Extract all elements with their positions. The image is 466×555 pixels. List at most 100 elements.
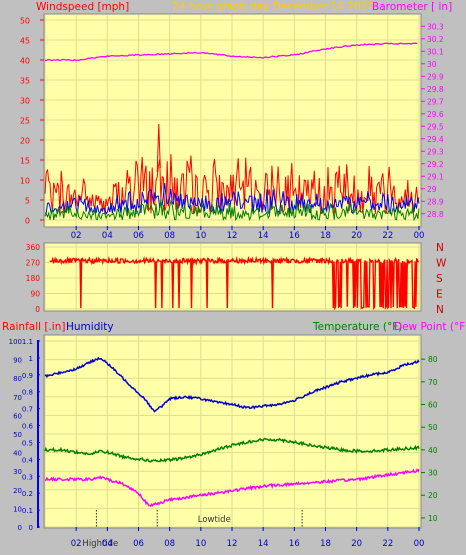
windspeed-tick-label: 0 [25,217,30,226]
direction-tick-label: 0 [35,305,40,314]
time-tick-label: 00 [414,231,425,241]
graph-subtitle: 24 hour graph day December 14 2022 [172,1,374,13]
rain-tick-label: 1 [29,355,33,363]
wind-series [44,42,420,222]
time-tick-label: 02 [71,231,82,241]
rain-tick-label: 0.3 [22,473,33,481]
temperature-tick-label: 70 [428,378,438,387]
barometer-tick-label: 29.8 [427,85,444,94]
time-tick-label: 20 [351,539,362,549]
barometer-tick-label: 30.2 [427,35,444,44]
rain-tick-label: 0.9 [22,372,33,380]
time-tick-label: 18 [320,539,331,549]
direction-tick-label: 90 [30,290,40,299]
temperature-tick-label: 30 [428,469,438,478]
time-tick-label: 02 [71,539,82,549]
windspeed-tick-label: 5 [25,197,30,206]
time-tick-label: 22 [382,231,393,241]
humidity-tick-label: 0 [18,524,22,532]
barometer-tick-label: 29.7 [427,97,444,106]
temperature-tick-label: 50 [428,423,438,432]
time-tick-label: 08 [164,231,175,241]
time-tick-label: 04 [102,539,113,549]
temperature-tick-label: 10 [428,514,438,523]
humidity-tick-label: 70 [13,394,22,402]
time-tick-label: 10 [195,539,206,549]
windspeed-tick-label: 35 [20,77,30,86]
temperature-tick-label: 20 [428,491,438,500]
windspeed-tick-label: 10 [20,177,30,186]
rain-tick-label: 0.5 [22,439,33,447]
humidity-tick-label: 20 [13,487,22,495]
dew-point-f-line [44,468,420,508]
rain-tick-label: 0 [29,524,33,532]
barometer-tick-label: 29.9 [427,72,444,81]
humidity-tick-label: 50 [13,431,22,439]
barometer-axis: 28.8 28.9 29 29.1 29.2 29.3 29.4 29.5 29.6 29.7 29… [421,22,444,219]
rain-tick-label: 0.7 [22,406,33,414]
dewpoint-label: Dew Point (°F) [394,321,466,333]
humidity-axis: 0 10 20 30 40 50 60 70 80 90 100 [9,338,22,532]
time-tick-label: 18 [320,231,331,241]
time-tick-label: 04 [102,231,113,241]
time-tick-label: 06 [133,539,144,549]
barometer-tick-label: 29.6 [427,110,444,119]
wind-direction-line [49,255,419,311]
rainfall-label: Rainfall [.in] [2,321,65,333]
humidity-tick-label: 80 [13,375,22,383]
direction-tick-label: 180 [26,274,41,283]
barometer-tick-label: 29.2 [427,160,444,169]
rain-tick-label: 0.6 [22,423,34,431]
compass-s: S [436,273,443,285]
direction-axis: 0 90 180 270 360 [26,243,41,314]
climate-series [44,356,420,508]
time-tick-label: 12 [227,231,238,241]
temperature-tick-label: 40 [428,446,438,455]
time-tick-label: 14 [258,231,269,241]
windspeed-axis: 0 5 10 15 20 25 30 35 40 45 50 [20,17,44,226]
compass-n: N [436,242,444,254]
rain-tick-label: 0.1 [22,507,33,515]
barometer-tick-label: 29.5 [427,122,444,131]
time-tick-label: 16 [289,231,300,241]
barometer-tick-label: 30.1 [427,47,444,56]
windspeed-tick-label: 15 [20,157,30,166]
time-tick-label: 16 [289,539,300,549]
humidity-tick-label: 40 [13,450,22,458]
hightide-label: Hightide [82,539,118,549]
time-tick-label: 08 [164,539,175,549]
time-tick-label: 20 [351,231,362,241]
barometer-tick-label: 30 [427,60,437,69]
humidity-tick-label: 60 [13,412,22,420]
windspeed-tick-label: 50 [20,17,30,26]
barometer-line [44,42,418,62]
rainfall-axis: 0 0.1 0.2 0.3 0.4 0.5 0.6 0.7 0.8 0.9 1 1.1 [22,338,40,532]
time-tick-label: 06 [133,231,144,241]
gust-peak [156,123,161,173]
temperature-tick-label: 80 [428,355,438,364]
barometer-tick-label: 28.8 [427,210,444,219]
windspeed-label: Windspeed [mph] [36,1,129,13]
time-tick-label: 00 [414,539,425,549]
humidity-tick-label: 30 [13,468,22,476]
rain-tick-label: 0.2 [22,490,33,498]
windspeed-tick-label: 45 [20,37,30,46]
humidity-tick-label: 10 [13,505,22,513]
direction-tick-label: 360 [26,243,41,252]
temperature-axis: 10 20 30 40 50 60 70 80 [421,355,438,523]
barometer-tick-label: 28.9 [427,197,444,206]
time-tick-label: 10 [195,231,206,241]
barometer-tick-label: 29.3 [427,147,444,156]
climate-time-axis: 02 04 06 08 10 12 14 16 18 20 22 00 [71,527,425,549]
barometer-tick-label: 29.4 [427,135,444,144]
direction-tick-label: 270 [26,259,41,268]
windspeed-tick-label: 20 [20,137,30,146]
low-wind-line [44,199,420,222]
rain-tick-label: 0.8 [22,389,33,397]
average-wind-line [45,182,420,216]
compass-e: E [436,289,443,301]
time-tick-label: 12 [227,539,238,549]
temperature-tick-label: 60 [428,401,438,410]
